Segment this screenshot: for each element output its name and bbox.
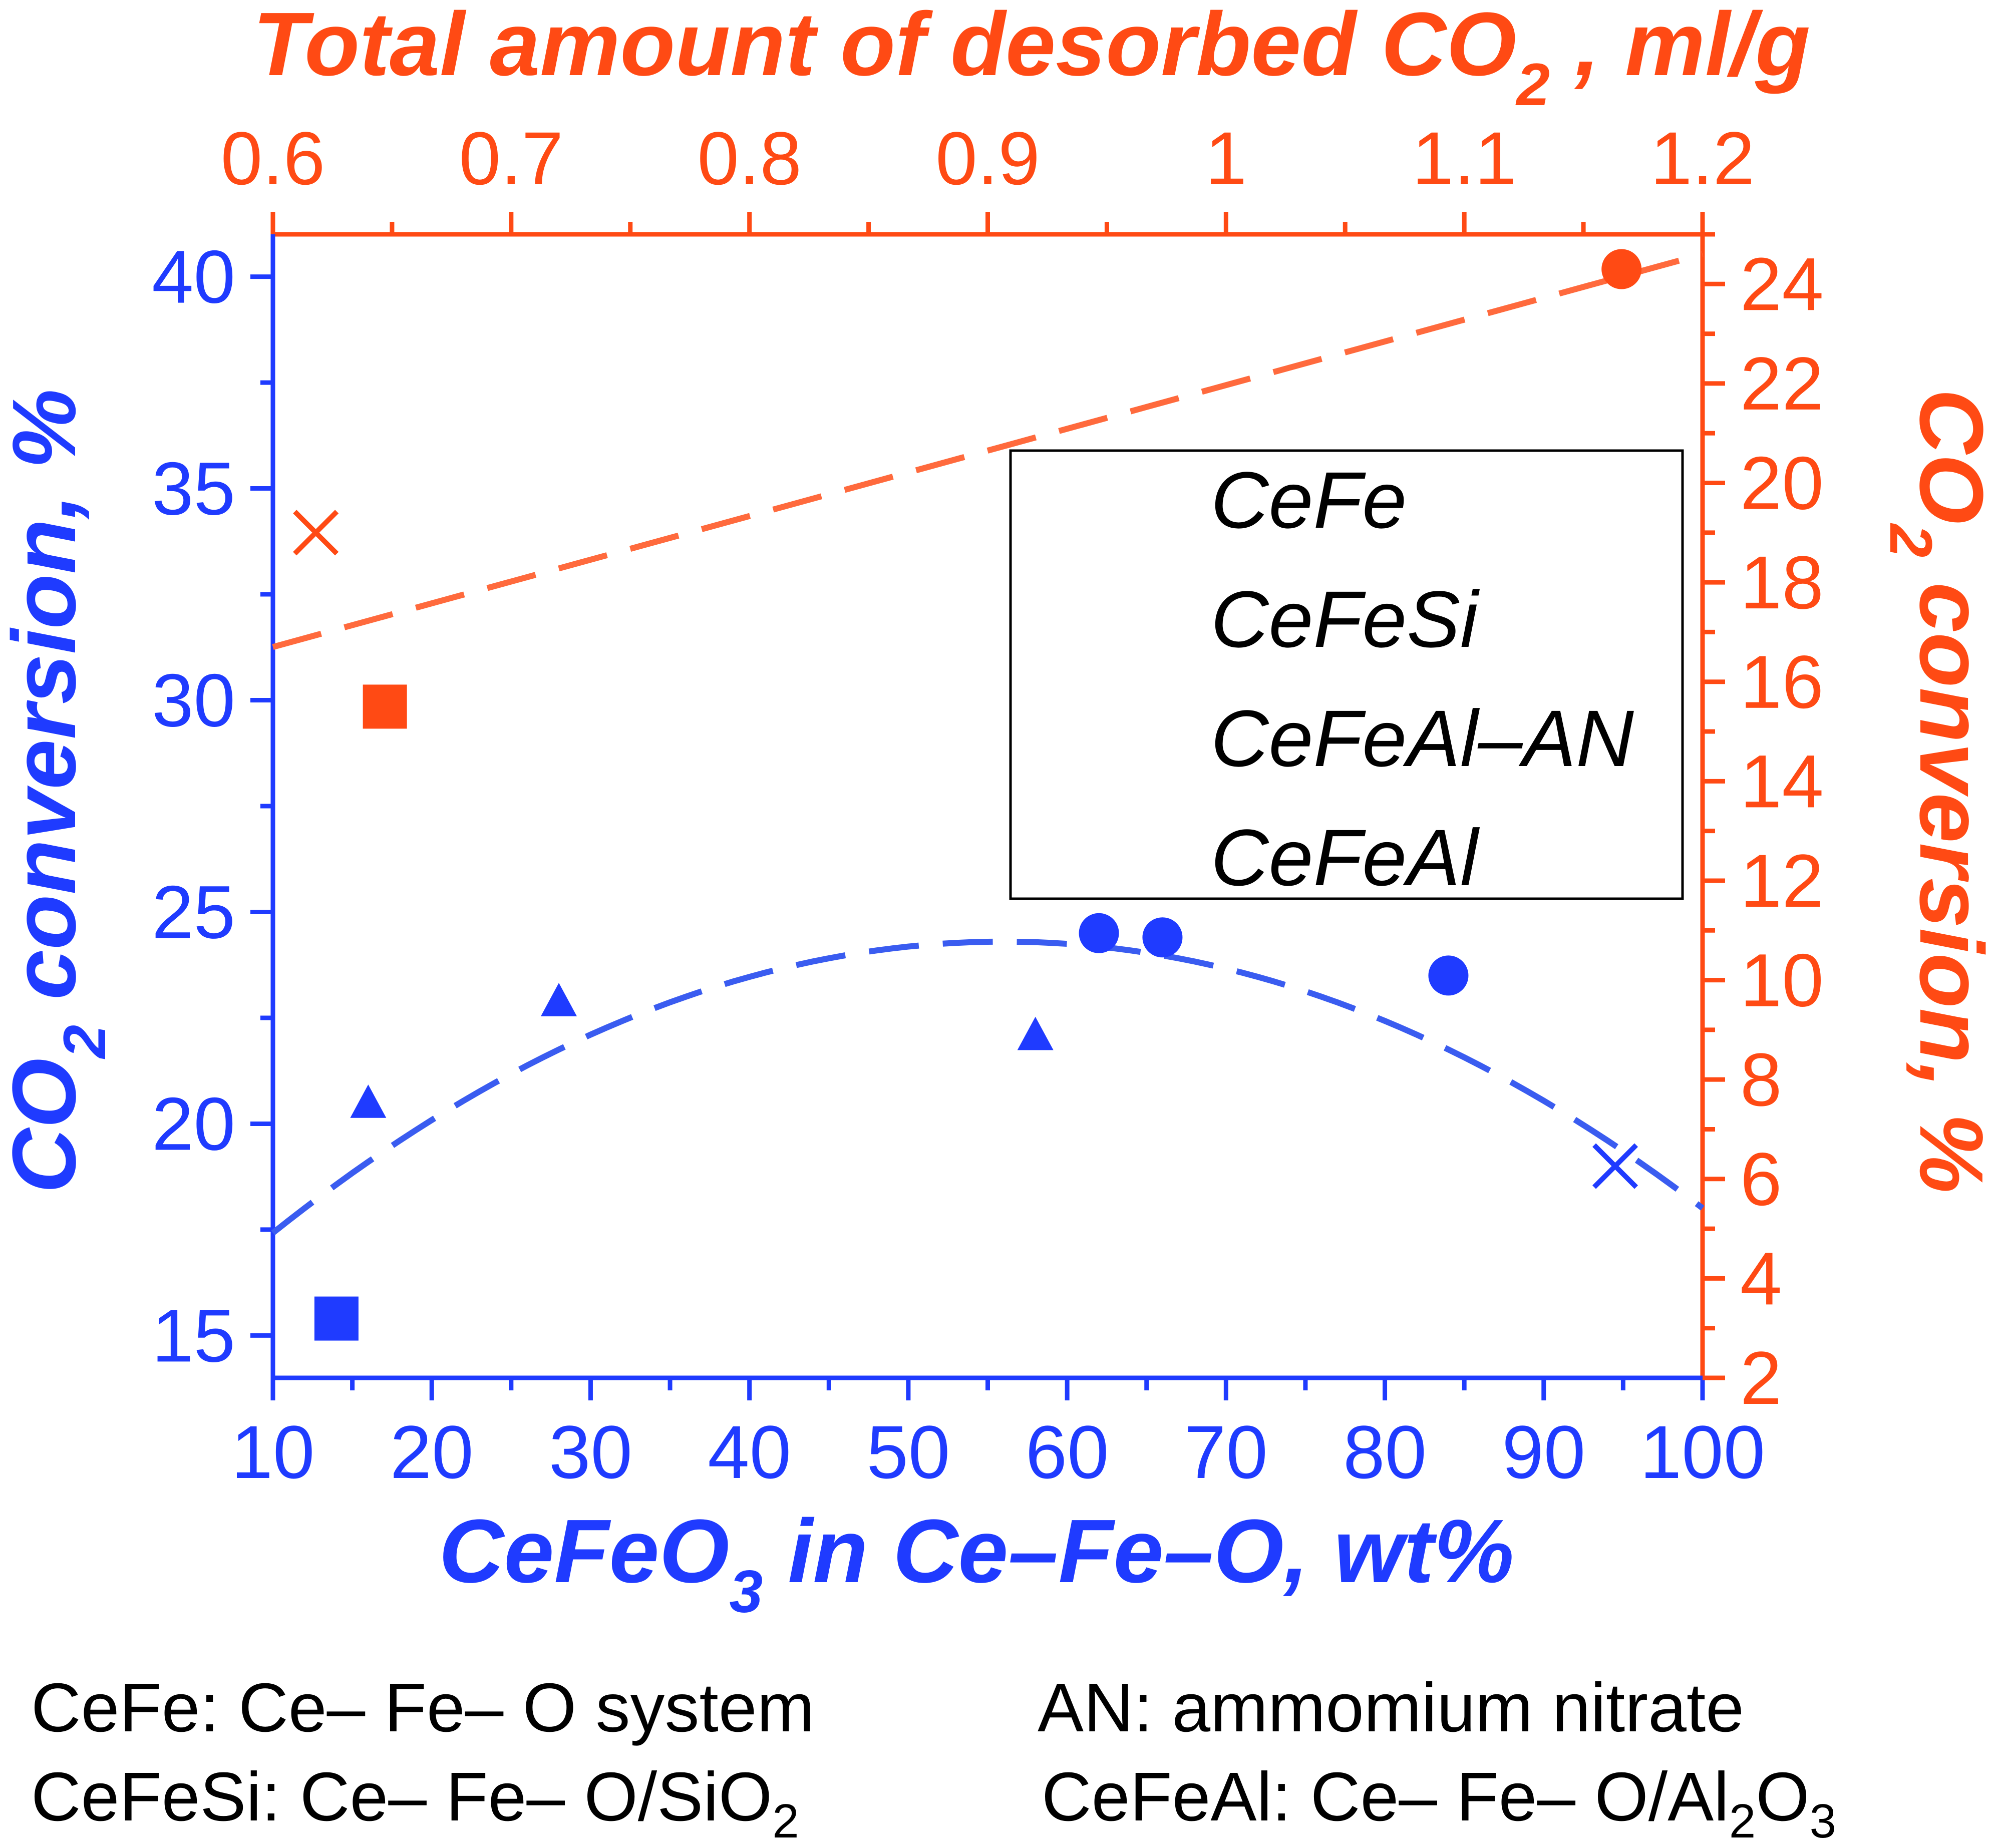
marker-orange-square <box>363 684 407 729</box>
axis-titles: Total amount of desorbed CO2 , ml/gCeFeO… <box>0 0 1999 1625</box>
left-tick-label: 30 <box>152 658 235 743</box>
left-tick-label: 15 <box>152 1293 235 1377</box>
bottom-tick-label: 100 <box>1640 1410 1765 1494</box>
footnote-an-text: AN: ammomium nitrate <box>1038 1669 1744 1746</box>
right-tick-label: 18 <box>1740 540 1824 624</box>
orange-fit-line <box>272 251 1704 650</box>
marker-blue-circle <box>1428 955 1469 996</box>
right-tick-label: 14 <box>1740 739 1824 823</box>
marker-orange-circle <box>1601 249 1642 289</box>
right-tick-label: 8 <box>1740 1037 1782 1122</box>
footnote-cefesi-sub: 2 <box>772 1794 799 1848</box>
bottom-tick-label: 80 <box>1343 1410 1427 1494</box>
legend: CeFe CeFeSi CeFeAl–AN CeFeAl <box>1009 449 1684 902</box>
right-tick-label: 16 <box>1740 640 1824 724</box>
bottom-axis-title-sub: 3 <box>730 1558 763 1625</box>
marker-blue-triangle <box>350 1084 387 1118</box>
legend-label: CeFeSi <box>1211 574 1480 664</box>
bottom-tick-label: 90 <box>1502 1410 1585 1494</box>
marker-blue-triangle <box>541 983 577 1016</box>
footnote-cefeal-sub2: 3 <box>1809 1794 1836 1848</box>
right-axis-title: CO2 conversion, % <box>1877 389 1999 1193</box>
bottom-tick-label: 10 <box>231 1410 315 1494</box>
bottom-tick-label: 30 <box>549 1410 632 1494</box>
footnote-cefeal: CeFeAl: Ce– Fe– O/Al2O3 <box>1042 1762 1836 1845</box>
footnote-cefesi-text: CeFeSi: Ce– Fe– O/SiO <box>31 1758 773 1835</box>
footnote-cefeal-text: CeFeAl: Ce– Fe– O/Al <box>1042 1758 1729 1835</box>
footnote-cefe-text: CeFe: Ce– Fe– O system <box>31 1669 815 1746</box>
right-axis-title-sub: 2 <box>1877 523 1944 557</box>
right-tick-label: 6 <box>1740 1137 1782 1221</box>
axes-group: 10 20 30 40 50 60 70 80 90 100 0.6 0.7 0.8 0.9 1 1.1 1.2… <box>152 116 1824 1494</box>
right-tick-label: 4 <box>1740 1236 1782 1320</box>
bottom-tick-label: 50 <box>866 1410 950 1494</box>
top-tick-label: 0.8 <box>697 116 802 200</box>
left-axis-title-end: conversion, % <box>0 389 95 1024</box>
bottom-axis-title: CeFeO3 in Ce–Fe–O, wt% <box>439 1501 1514 1625</box>
bottom-axis-title-main: CeFeO <box>439 1501 729 1602</box>
left-tick-label: 25 <box>152 870 235 954</box>
left-tick-label: 35 <box>152 447 235 531</box>
top-tick-label: 1.2 <box>1650 116 1755 200</box>
legend-label: CeFeAl <box>1211 813 1480 902</box>
right-tick-label: 2 <box>1740 1336 1782 1420</box>
left-axis-title-sub: 2 <box>51 1025 118 1059</box>
footnote-an: AN: ammomium nitrate <box>1038 1673 1744 1742</box>
bottom-tick-label: 40 <box>708 1410 791 1494</box>
marker-blue-circle <box>1079 913 1119 953</box>
left-axis-title: CO2 conversion, % <box>0 389 118 1193</box>
top-tick-label: 0.6 <box>221 116 325 200</box>
right-axis-title-end: conversion, % <box>1901 557 1999 1193</box>
fit-lines <box>271 251 1705 1236</box>
legend-label: CeFe <box>1211 455 1407 545</box>
left-tick-label: 40 <box>152 235 235 319</box>
bottom-tick-label: 60 <box>1026 1410 1109 1494</box>
marker-blue-square <box>314 1296 359 1341</box>
top-tick-label: 1.1 <box>1412 116 1517 200</box>
bottom-tick-label: 70 <box>1184 1410 1268 1494</box>
footnote-cefeal-mid: O <box>1756 1758 1810 1835</box>
right-tick-label: 10 <box>1740 938 1824 1022</box>
top-axis-title-end: , ml/g <box>1550 0 1810 95</box>
top-axis-title-main: Total amount of desorbed CO <box>253 0 1516 95</box>
bottom-axis-title-mid: in Ce– <box>763 1501 1058 1602</box>
top-tick-label: 0.7 <box>459 116 564 200</box>
bottom-axis-title-rest: Fe– <box>1058 1501 1213 1602</box>
bottom-tick-label: 20 <box>390 1410 474 1494</box>
footnote-cefe: CeFe: Ce– Fe– O system <box>31 1673 815 1742</box>
top-axis-title: Total amount of desorbed CO2 , ml/g <box>253 0 1810 118</box>
legend-box <box>1009 449 1684 900</box>
right-tick-label: 20 <box>1740 441 1824 525</box>
right-tick-label: 12 <box>1740 839 1824 923</box>
marker-blue-x <box>1592 1143 1638 1189</box>
left-axis-title-main: CO <box>0 1058 95 1194</box>
bottom-axis-title-end: O, wt% <box>1214 1501 1514 1602</box>
top-tick-label: 1 <box>1205 116 1247 200</box>
footnote-cefesi: CeFeSi: Ce– Fe– O/SiO2 <box>31 1762 799 1845</box>
marker-blue-circle <box>1142 917 1183 958</box>
right-axis-title-main: CO <box>1901 389 1999 524</box>
right-tick-label: 24 <box>1740 242 1824 326</box>
marker-orange-x <box>293 510 339 556</box>
footnote-cefeal-sub1: 2 <box>1729 1794 1756 1848</box>
legend-label: CeFeAl–AN <box>1211 693 1634 783</box>
marker-blue-triangle <box>1017 1016 1054 1050</box>
top-axis-title-sub: 2 <box>1515 51 1550 118</box>
blue-fit-curve <box>271 938 1705 1236</box>
right-tick-label: 22 <box>1740 341 1824 426</box>
left-tick-label: 20 <box>152 1081 235 1166</box>
top-tick-label: 0.9 <box>935 116 1040 200</box>
